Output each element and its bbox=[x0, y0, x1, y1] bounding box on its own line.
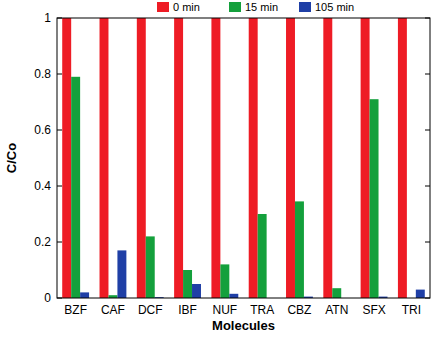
y-tick-label: 0.6 bbox=[34, 123, 51, 137]
x-tick-label: BZF bbox=[64, 303, 87, 317]
y-tick bbox=[57, 186, 62, 187]
y-tick-label: 0.4 bbox=[34, 179, 51, 193]
y-tick-label: 1 bbox=[44, 11, 51, 25]
y-tick-right bbox=[425, 242, 430, 243]
bar bbox=[323, 18, 332, 298]
bar bbox=[192, 284, 201, 298]
bar bbox=[117, 250, 126, 298]
x-tick-label: DCF bbox=[138, 303, 163, 317]
x-axis-label: Molecules bbox=[212, 318, 275, 333]
bar bbox=[295, 201, 304, 298]
bar bbox=[174, 18, 183, 298]
y-tick-right bbox=[425, 298, 430, 299]
chart-container: 0 0.2 0.4 0.6 0.8 1 BZF CAF DCF IBF NUF TRA CBZ ATN SF… bbox=[0, 0, 442, 341]
x-tick-label: ATN bbox=[325, 303, 348, 317]
legend: 0 min 15 min 105 min bbox=[157, 1, 354, 13]
bars bbox=[62, 18, 425, 298]
y-tick bbox=[57, 74, 62, 75]
y-tick-label: 0 bbox=[44, 291, 51, 305]
y-tick bbox=[57, 242, 62, 243]
bar bbox=[370, 99, 379, 298]
y-tick-right bbox=[425, 74, 430, 75]
bar bbox=[146, 236, 155, 298]
y-tick bbox=[57, 18, 62, 19]
legend-swatch bbox=[157, 2, 169, 12]
bar bbox=[183, 270, 192, 298]
legend-label: 0 min bbox=[173, 1, 200, 13]
x-tick-label: TRA bbox=[250, 303, 274, 317]
y-tick bbox=[57, 298, 62, 299]
y-tick-label: 0.2 bbox=[34, 235, 51, 249]
bar bbox=[71, 77, 80, 298]
legend-label: 105 min bbox=[315, 1, 354, 13]
bar bbox=[416, 290, 425, 298]
bar bbox=[137, 18, 146, 298]
legend-swatch bbox=[299, 2, 311, 12]
y-axis-label: C/Co bbox=[4, 143, 19, 173]
legend-label: 15 min bbox=[245, 1, 278, 13]
y-tick-right bbox=[425, 18, 430, 19]
x-tick-label: CBZ bbox=[287, 303, 311, 317]
bar bbox=[249, 18, 258, 298]
bar bbox=[220, 264, 229, 298]
bar bbox=[332, 288, 341, 298]
legend-swatch bbox=[229, 2, 241, 12]
bar bbox=[361, 18, 370, 298]
bar bbox=[229, 294, 238, 298]
plot-frame bbox=[57, 18, 430, 298]
x-tick-label: SFX bbox=[362, 303, 385, 317]
y-tick bbox=[57, 130, 62, 131]
x-tick-label: TRI bbox=[402, 303, 421, 317]
x-tick-label: CAF bbox=[101, 303, 125, 317]
y-tick-right bbox=[425, 130, 430, 131]
bar bbox=[80, 292, 89, 298]
bar bbox=[100, 18, 109, 298]
x-tick-label: NUF bbox=[213, 303, 238, 317]
bar bbox=[398, 18, 407, 298]
bar bbox=[211, 18, 220, 298]
bar bbox=[62, 18, 71, 298]
x-tick-label: IBF bbox=[178, 303, 197, 317]
y-tick-right bbox=[425, 186, 430, 187]
y-tick-label: 0.8 bbox=[34, 67, 51, 81]
bar bbox=[258, 214, 267, 298]
bar bbox=[286, 18, 295, 298]
chart-svg: 0 0.2 0.4 0.6 0.8 1 BZF CAF DCF IBF NUF TRA CBZ ATN SF… bbox=[0, 0, 442, 341]
